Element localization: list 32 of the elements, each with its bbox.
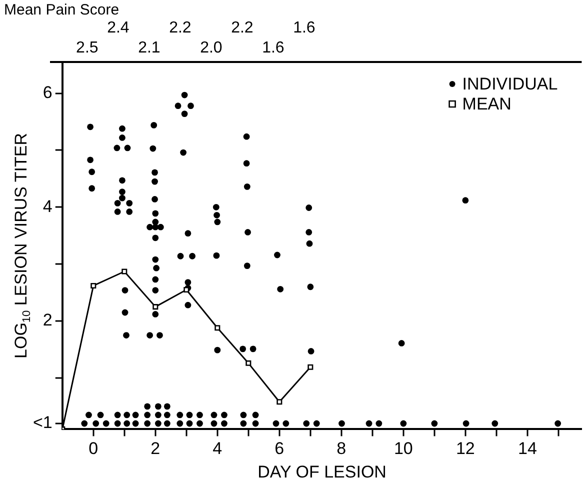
point <box>246 360 252 366</box>
x-tick-label: 6 <box>274 439 284 458</box>
text: 2.1 <box>138 39 160 56</box>
point <box>122 268 128 274</box>
x-tick-label: 2 <box>150 439 160 458</box>
text: 2.5 <box>76 39 98 56</box>
text: 2.4 <box>107 19 130 36</box>
x-axis-title: DAY OF LESION <box>258 462 386 482</box>
text: 2.2 <box>231 19 254 36</box>
text: 1.6 <box>262 39 284 56</box>
text: 2.0 <box>200 39 222 56</box>
x-tick-label: 10 <box>394 439 413 458</box>
x-tick-label: 0 <box>88 439 98 458</box>
y-tick-label: 2 <box>42 310 52 330</box>
legend-label: INDIVIDUAL <box>462 74 558 94</box>
point <box>276 399 282 405</box>
x-tick-label: 14 <box>518 439 537 458</box>
legend-label: MEAN <box>462 94 512 114</box>
text: 1.6 <box>293 19 316 36</box>
y-axis-title: LOG10 LESION VIRUS TITER <box>12 133 34 358</box>
y-tick-label: <1 <box>32 413 52 432</box>
point <box>90 282 96 289</box>
point <box>214 325 220 331</box>
point <box>152 304 158 310</box>
x-tick-label: 12 <box>456 439 475 458</box>
point <box>308 364 314 370</box>
text: 2.2 <box>169 19 192 36</box>
y-tick-label: 4 <box>42 196 52 216</box>
text: Mean Pain Score <box>4 2 120 19</box>
x-tick-label: 8 <box>336 439 346 458</box>
x-tick-label: 4 <box>212 439 222 458</box>
y-tick-label: 6 <box>42 83 52 102</box>
